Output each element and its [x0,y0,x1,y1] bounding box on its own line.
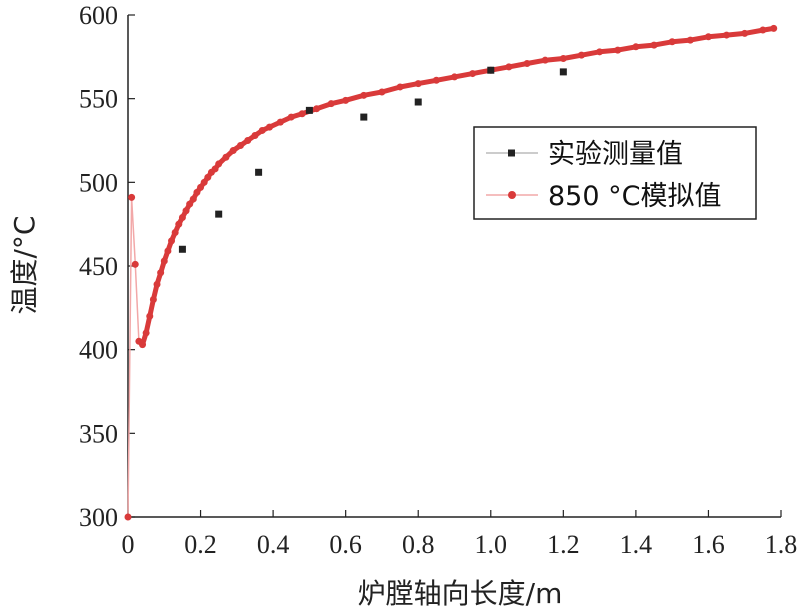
simulated-point [632,43,640,51]
y-axis-title: 温度/°C [8,216,41,315]
simulated-point [142,329,150,337]
simulated-point [741,29,749,37]
simulated-series-line [127,27,774,518]
x-tick-label: 0.2 [184,530,217,559]
measured-point [487,66,495,74]
simulated-point [759,26,767,34]
x-tick-label: 0 [122,530,135,559]
x-tick-label: 1.8 [765,530,798,559]
simulated-point [265,123,273,131]
y-tick-label: 600 [79,1,118,30]
simulated-point [523,60,531,68]
simulated-point [164,247,172,255]
y-tick-label: 400 [79,336,118,365]
simulated-point [211,165,219,173]
simulated-point [505,63,513,71]
simulated-point [193,188,201,196]
simulated-point [182,207,190,215]
simulated-point [139,341,147,349]
legend-marker-simulated [508,191,516,199]
simulated-point [146,312,154,320]
simulated-point [153,280,161,288]
simulated-point [327,100,335,108]
simulated-point [258,126,266,134]
simulated-point [128,193,136,201]
simulated-point [149,295,157,303]
y-tick-label: 500 [79,168,118,197]
simulated-point [770,24,778,32]
simulated-point [686,36,694,44]
simulated-point [414,80,422,88]
simulated-point [723,31,731,39]
simulated-point [360,91,368,99]
simulated-point [668,38,676,46]
simulated-point [244,137,252,144]
simulated-point [175,220,183,228]
x-tick-label: 1.6 [692,530,725,559]
legend: 实验测量值 850 °C模拟值 [473,126,757,220]
x-tick-label: 0.6 [329,530,362,559]
measured-point [414,98,422,106]
simulated-point [313,105,321,113]
simulated-point [186,200,194,208]
x-tick-label: 0.4 [257,530,290,559]
x-tick-label: 1.0 [475,530,508,559]
simulated-point [124,513,132,521]
legend-box [473,126,757,220]
simulated-point [197,183,205,191]
legend-label-simulated: 850 °C模拟值 [548,181,721,212]
simulated-point [276,118,284,126]
simulated-point [178,213,186,221]
simulated-point [650,41,658,49]
series-layer [124,24,778,521]
legend-marker-measured [508,149,515,157]
measured-point [559,68,567,76]
simulated-point [342,96,350,104]
simulated-point [189,195,197,203]
simulated-point [469,70,477,78]
simulated-point [541,56,549,64]
simulated-point [215,160,223,168]
y-tick-label: 450 [79,252,118,281]
simulated-point [559,55,567,63]
y-tick-label: 550 [79,85,118,114]
simulated-point [168,237,176,245]
simulated-point [396,83,404,91]
simulated-point [378,88,386,96]
simulated-point [157,269,165,277]
simulated-point [171,229,179,237]
measured-point [255,168,263,176]
legend-label-measured: 实验测量值 [548,139,683,170]
simulated-point [229,147,237,155]
simulated-point [251,131,259,139]
simulated-point [131,260,139,268]
measured-point [360,113,368,121]
measured-point [305,106,313,114]
x-tick-label: 1.2 [547,530,580,559]
x-axis-title: 炉膛轴向长度/m [358,577,563,610]
y-tick-label: 300 [79,503,118,532]
simulated-point [236,142,244,150]
simulated-point [222,153,230,161]
axes: 300 350 400 450 500 550 600 0 0.2 0.4 0.6 0.8 1.0 1.2… [79,1,797,559]
simulated-point [432,76,440,84]
simulated-point [614,46,622,54]
simulated-point [577,51,585,59]
x-tick-label: 0.8 [402,530,435,559]
measured-point [178,245,186,253]
simulated-point [298,110,306,118]
simulated-point [160,257,168,265]
simulated-point [596,48,604,56]
measured-point [215,210,223,218]
simulated-point [287,113,295,121]
simulated-point [204,173,212,181]
x-tick-label: 1.4 [620,530,653,559]
simulated-point [200,178,208,186]
simulated-point [704,33,712,41]
y-tick-label: 350 [79,419,118,448]
simulated-point [451,73,458,81]
